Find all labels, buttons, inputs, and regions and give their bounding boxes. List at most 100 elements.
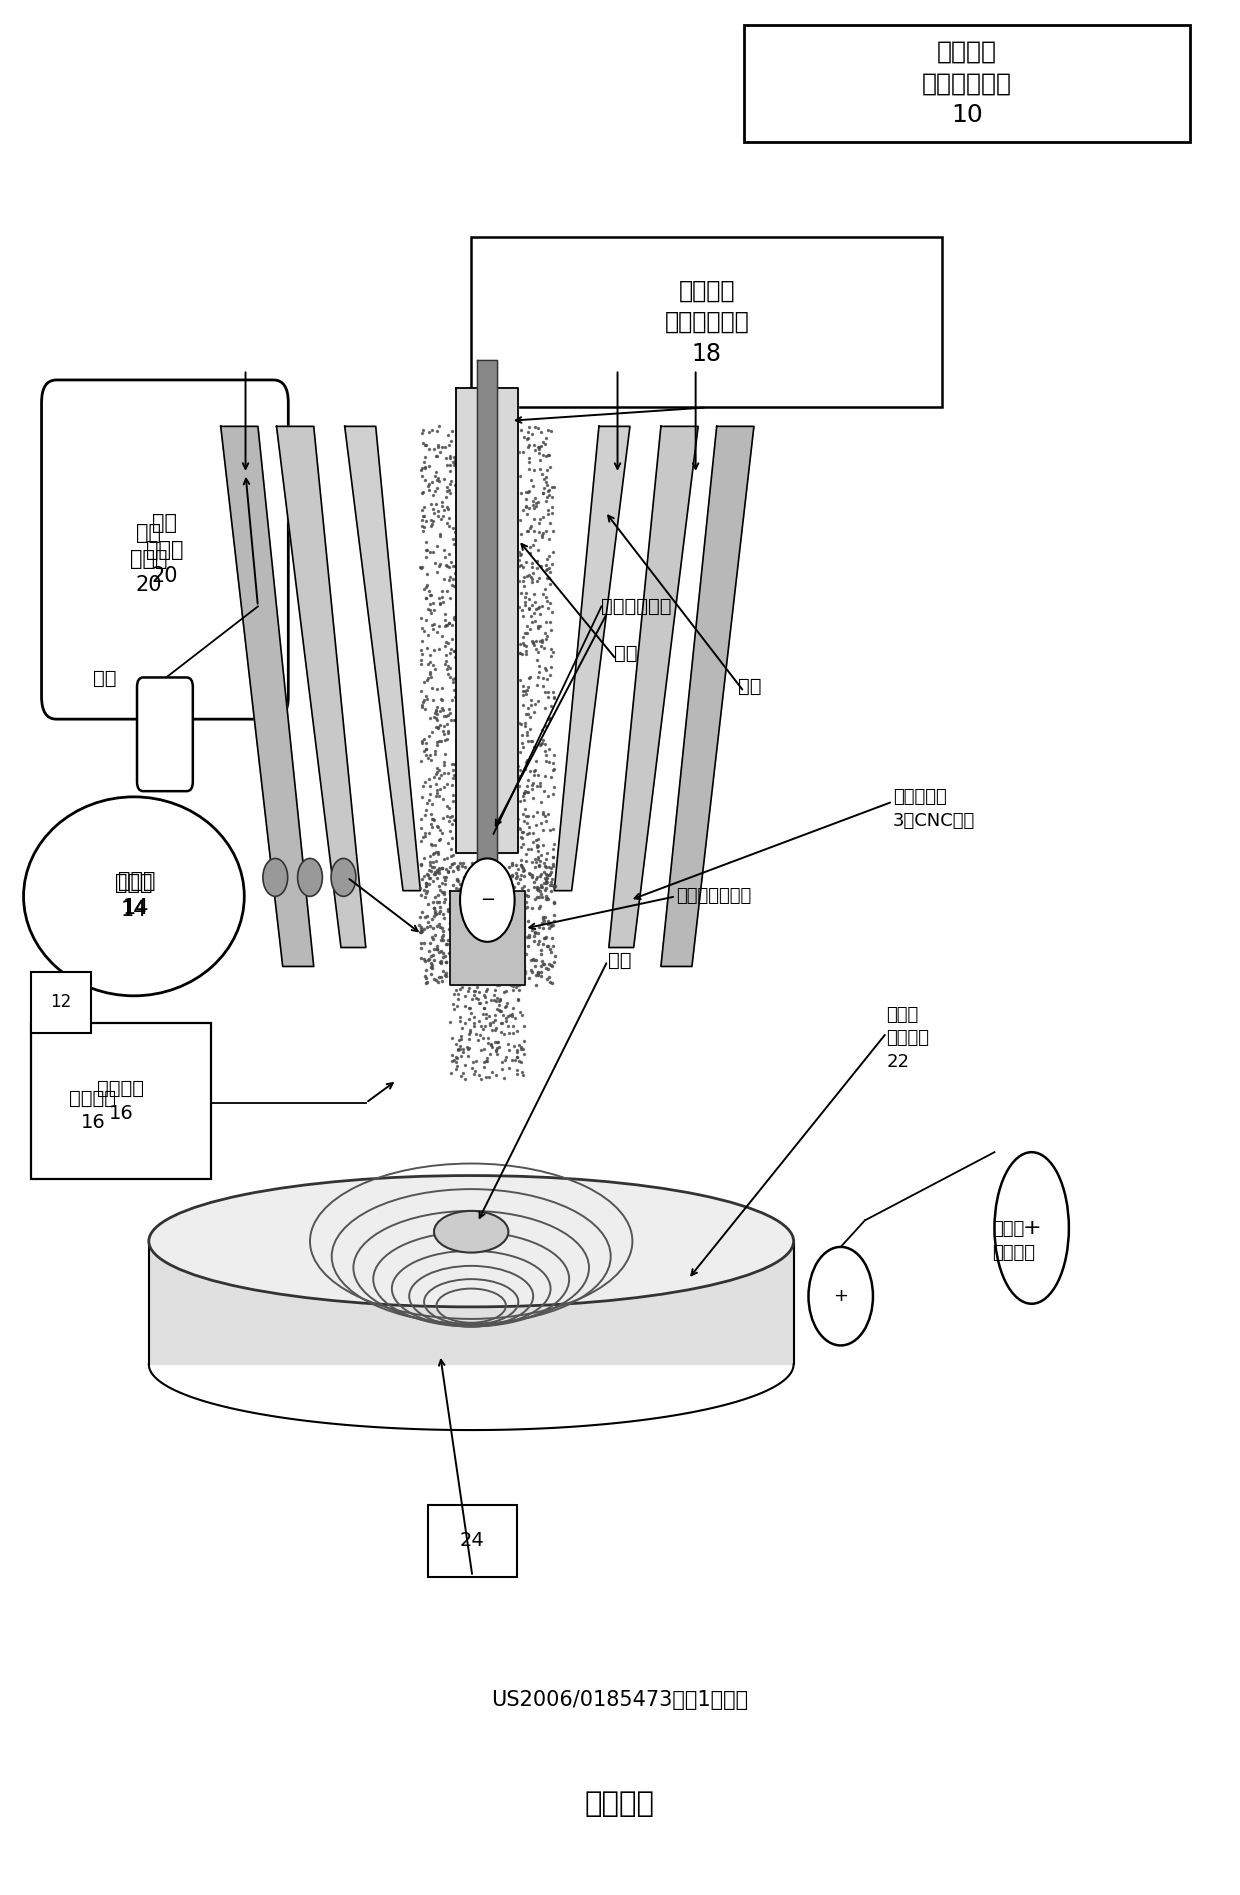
Point xyxy=(472,944,492,974)
Point xyxy=(522,589,542,620)
Point xyxy=(516,587,536,618)
Point xyxy=(534,949,554,980)
Point xyxy=(415,800,435,830)
Point xyxy=(453,1057,472,1088)
Point xyxy=(422,788,441,819)
Point xyxy=(542,875,562,906)
Point xyxy=(543,779,563,809)
Point xyxy=(412,506,432,536)
Point xyxy=(441,705,461,735)
Point xyxy=(500,963,520,993)
Point xyxy=(472,1023,492,1054)
Point xyxy=(491,913,511,944)
Point xyxy=(436,641,456,671)
Point xyxy=(414,819,434,849)
Point xyxy=(445,682,465,713)
Point xyxy=(485,1001,505,1031)
Polygon shape xyxy=(661,426,754,966)
Point xyxy=(529,927,549,957)
Point xyxy=(522,419,542,449)
Point xyxy=(429,855,449,885)
Point xyxy=(436,855,456,885)
Point xyxy=(423,847,443,877)
Point xyxy=(523,489,543,519)
Point xyxy=(422,851,441,881)
Point xyxy=(412,690,432,720)
Point xyxy=(423,614,443,644)
Point xyxy=(513,561,533,591)
Point xyxy=(455,1008,475,1038)
Point xyxy=(433,716,453,747)
Point xyxy=(413,500,433,531)
Point xyxy=(418,911,438,942)
Point xyxy=(537,606,557,637)
Point xyxy=(417,584,436,614)
Point xyxy=(522,551,542,582)
Point xyxy=(474,925,494,955)
Point xyxy=(413,428,433,459)
Point xyxy=(451,966,471,997)
Point xyxy=(508,936,528,966)
Point xyxy=(517,515,537,546)
Point xyxy=(526,919,546,949)
Point xyxy=(432,686,451,716)
Point xyxy=(516,491,536,521)
Point xyxy=(526,847,546,877)
Point xyxy=(420,587,440,618)
Point xyxy=(455,1050,475,1080)
Point xyxy=(482,1031,502,1061)
Point xyxy=(537,838,557,868)
Point xyxy=(424,595,444,625)
Point xyxy=(516,955,536,985)
Point xyxy=(444,705,464,735)
Point xyxy=(505,1046,525,1076)
Point xyxy=(425,898,445,929)
Point xyxy=(436,800,456,830)
Point xyxy=(429,462,449,493)
Point xyxy=(495,874,515,904)
Point xyxy=(412,747,432,777)
Point xyxy=(444,601,464,631)
Point xyxy=(474,883,494,913)
Point xyxy=(544,906,564,936)
Point xyxy=(502,849,522,879)
Point xyxy=(497,906,517,936)
Point xyxy=(512,728,532,758)
Point xyxy=(485,980,505,1010)
Point xyxy=(511,578,531,608)
Point xyxy=(479,881,498,911)
Point xyxy=(520,453,539,483)
Point xyxy=(415,870,435,900)
Point xyxy=(528,893,548,923)
Point xyxy=(525,606,544,637)
Point xyxy=(525,587,544,618)
Point xyxy=(474,999,494,1029)
Point xyxy=(443,525,463,555)
Point xyxy=(446,1054,466,1084)
Point xyxy=(466,929,486,959)
Point xyxy=(464,1001,484,1031)
Point xyxy=(433,695,453,726)
Point xyxy=(508,762,528,792)
Point xyxy=(433,942,453,972)
Point xyxy=(480,911,500,942)
Point xyxy=(516,618,536,648)
Point xyxy=(487,875,507,906)
Point xyxy=(505,927,525,957)
Point xyxy=(436,472,456,502)
Point xyxy=(542,951,562,982)
Point xyxy=(517,561,537,591)
Point xyxy=(501,963,521,993)
Point xyxy=(435,883,455,913)
Point xyxy=(435,739,455,769)
Point xyxy=(429,610,449,641)
Point xyxy=(529,911,549,942)
Point xyxy=(439,650,459,680)
Point xyxy=(541,815,560,845)
Point xyxy=(534,694,554,724)
Point xyxy=(415,868,435,898)
Point xyxy=(455,879,475,910)
Point xyxy=(537,862,557,893)
Point xyxy=(527,489,547,519)
Point xyxy=(543,887,563,917)
